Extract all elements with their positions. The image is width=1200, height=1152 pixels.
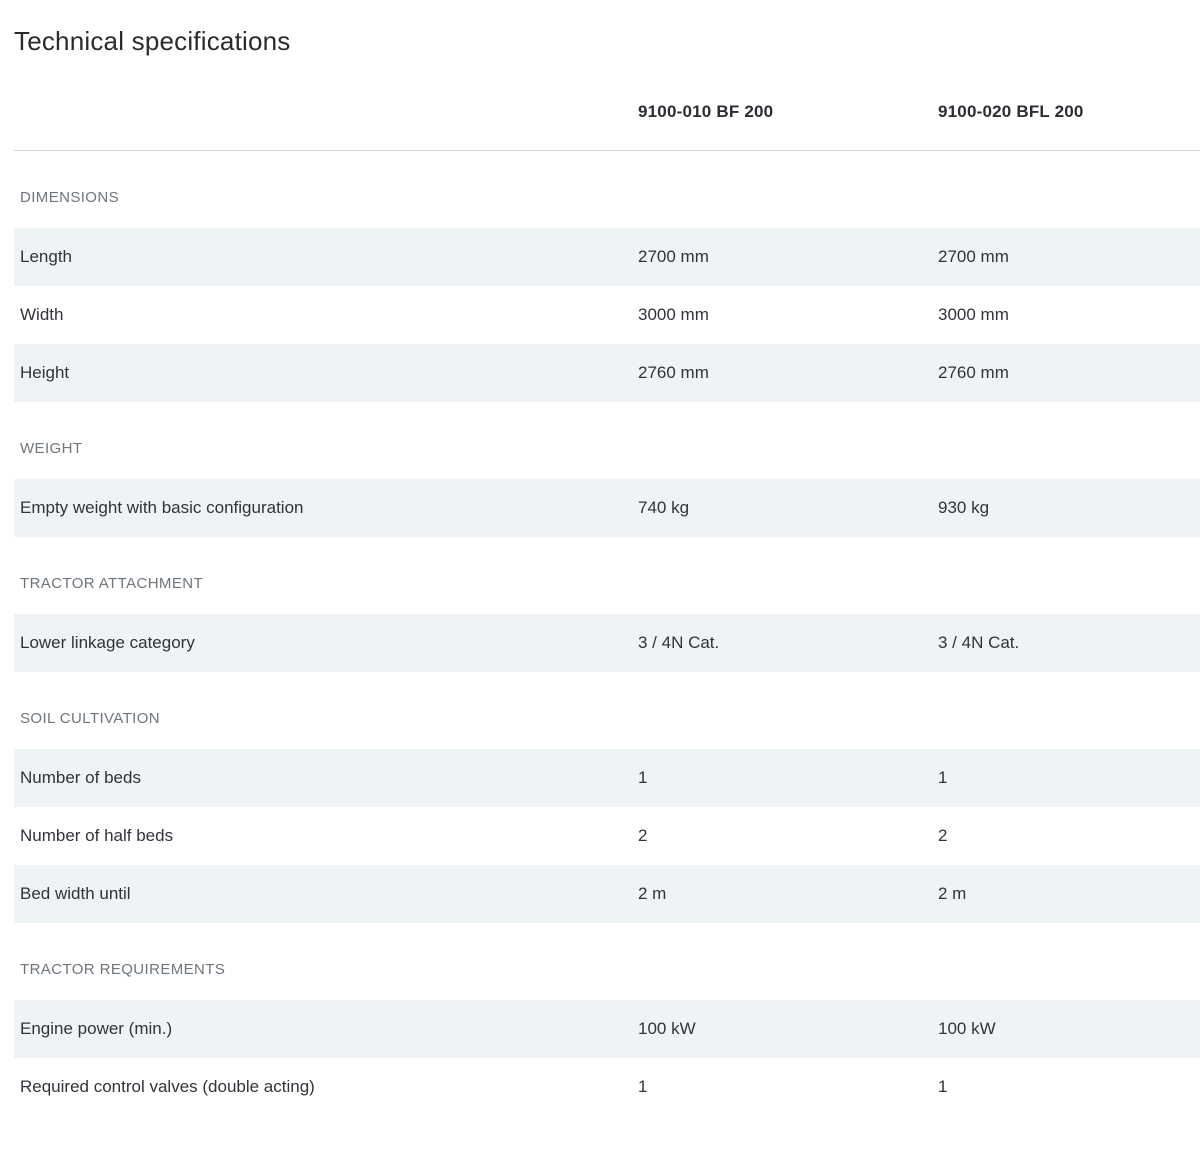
- table-row: Number of beds 1 1: [14, 749, 1200, 807]
- spec-table: 9100-010 BF 200 9100-020 BFL 200 DIMENSI…: [14, 58, 1200, 1116]
- row-value: 2760 mm: [938, 363, 1009, 382]
- row-value: 100 kW: [638, 1019, 696, 1038]
- table-row: Bed width until 2 m 2 m: [14, 865, 1200, 923]
- row-value: 2700 mm: [638, 247, 709, 266]
- section-heading: TRACTOR ATTACHMENT: [20, 575, 204, 592]
- row-value: 2: [638, 826, 648, 845]
- table-row: Lower linkage category 3 / 4N Cat. 3 / 4…: [14, 614, 1200, 672]
- section-tractor-attachment: TRACTOR ATTACHMENT Lower linkage categor…: [14, 537, 1200, 672]
- section-weight: WEIGHT Empty weight with basic configura…: [14, 402, 1200, 537]
- row-value: 740 kg: [638, 498, 690, 517]
- row-value: 1: [638, 1077, 648, 1096]
- row-label: Lower linkage category: [20, 633, 195, 652]
- row-label: Bed width until: [20, 884, 131, 903]
- table-row: Empty weight with basic configuration 74…: [14, 479, 1200, 537]
- row-label: Number of beds: [20, 768, 141, 787]
- row-label: Width: [20, 305, 64, 324]
- row-value: 1: [938, 1077, 948, 1096]
- row-value: 2 m: [638, 884, 667, 903]
- row-value: 3000 mm: [638, 305, 709, 324]
- section-soil-cultivation: SOIL CULTIVATION Number of beds 1 1 Numb…: [14, 672, 1200, 923]
- row-value: 2700 mm: [938, 247, 1009, 266]
- table-row: Length 2700 mm 2700 mm: [14, 228, 1200, 286]
- section-heading: SOIL CULTIVATION: [20, 710, 161, 727]
- row-label: Required control valves (double acting): [20, 1077, 315, 1096]
- row-value: 3 / 4N Cat.: [638, 633, 720, 652]
- column-header-model-1: 9100-010 BF 200: [638, 102, 774, 121]
- table-row: Height 2760 mm 2760 mm: [14, 344, 1200, 402]
- section-dimensions: DIMENSIONS Length 2700 mm 2700 mm Width …: [14, 151, 1200, 402]
- row-value: 2760 mm: [638, 363, 709, 382]
- row-value: 2 m: [938, 884, 967, 903]
- table-row: Engine power (min.) 100 kW 100 kW: [14, 1000, 1200, 1058]
- section-tractor-requirements: TRACTOR REQUIREMENTS Engine power (min.)…: [14, 923, 1200, 1116]
- row-value: 3000 mm: [938, 305, 1009, 324]
- row-label: Empty weight with basic configuration: [20, 498, 304, 517]
- row-value: 1: [938, 768, 948, 787]
- page-title: Technical specifications: [14, 26, 291, 56]
- section-heading: WEIGHT: [20, 440, 83, 457]
- row-label: Height: [20, 363, 70, 382]
- row-value: 100 kW: [938, 1019, 996, 1038]
- table-row: Required control valves (double acting) …: [14, 1058, 1200, 1116]
- row-value: 2: [938, 826, 948, 845]
- row-label: Engine power (min.): [20, 1019, 173, 1038]
- table-row: Number of half beds 2 2: [14, 807, 1200, 865]
- section-heading: DIMENSIONS: [20, 189, 120, 206]
- section-heading: TRACTOR REQUIREMENTS: [20, 961, 226, 978]
- row-label: Length: [20, 247, 72, 266]
- row-value: 1: [638, 768, 648, 787]
- row-label: Number of half beds: [20, 826, 174, 845]
- table-row: Width 3000 mm 3000 mm: [14, 286, 1200, 344]
- column-header-row: 9100-010 BF 200 9100-020 BFL 200: [14, 58, 1200, 151]
- row-value: 3 / 4N Cat.: [938, 633, 1020, 652]
- column-header-model-2: 9100-020 BFL 200: [938, 102, 1084, 121]
- row-value: 930 kg: [938, 498, 990, 517]
